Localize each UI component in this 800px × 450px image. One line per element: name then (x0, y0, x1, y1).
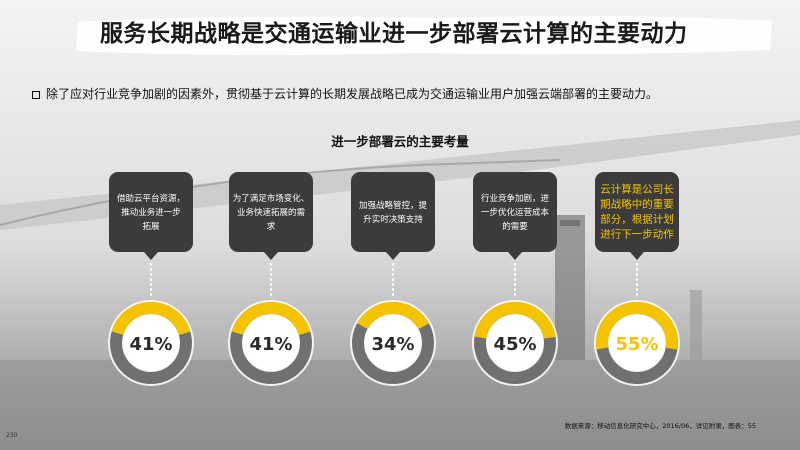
card-pointer (630, 252, 644, 260)
intro-paragraph: 除了应对行业竞争加剧的因素外，贯彻基于云计算的长期发展战略已成为交通运输业用户加… (32, 86, 792, 102)
reason-card (473, 172, 557, 252)
square-bullet-icon (32, 91, 40, 99)
donut-inner-disc (609, 315, 665, 371)
reason-card-text: 升实时决策支持 (363, 214, 423, 225)
reason-card (351, 172, 435, 252)
reason-card-text: 求 (267, 221, 276, 232)
reason-card-text: 业务快速拓展的需 (237, 207, 305, 218)
reason-card-text: 的需要 (502, 221, 528, 232)
percentage-label: 34% (371, 334, 414, 355)
donut-inner-disc (243, 315, 299, 371)
donut-inner-disc (487, 315, 543, 371)
chart-title: 进一步部署云的主要考量 (331, 134, 469, 149)
card-pointer (264, 252, 278, 260)
donut-value-arc (352, 302, 434, 384)
reason-card-text: 加强战略管控，提 (359, 200, 428, 211)
intro-text: 除了应对行业竞争加剧的因素外，贯彻基于云计算的长期发展战略已成为交通运输业用户加… (46, 87, 659, 101)
reason-card (109, 172, 193, 252)
reason-card-text: 行业竞争加剧，进 (481, 193, 550, 204)
reason-card (595, 172, 679, 252)
reason-card (229, 172, 313, 252)
reason-card-text: 部分，根据计划 (600, 213, 674, 226)
donut-inner-disc (365, 315, 421, 371)
card-pointer (508, 252, 522, 260)
card-pointer (386, 252, 400, 260)
card-pointer (144, 252, 158, 260)
reason-card-text: 云计算是公司长 (600, 183, 674, 196)
percentage-label: 45% (493, 334, 536, 355)
reason-card-text: 为了满足市场变化、 (233, 193, 310, 204)
page-number: 230 (6, 432, 18, 439)
title-brush-stroke (76, 16, 772, 56)
percentage-label: 55% (615, 334, 658, 355)
data-source-note: 数据来源：移动信息化研究中心，2016/06，详见附录，图表：55 (564, 422, 756, 430)
reason-card-text: 拓展 (142, 221, 160, 232)
reason-card-text: 借助云平台资源， (117, 193, 185, 204)
reason-card-text: 一步优化运营成本 (481, 207, 550, 218)
percentage-label: 41% (249, 334, 292, 355)
reason-card-text: 进行下一步动作 (600, 228, 674, 241)
page-title: 服务长期战略是交通运输业进一步部署云计算的主要动力 (100, 21, 688, 47)
reason-card-text: 期战略中的重要 (600, 198, 674, 211)
donut-value-arc (230, 302, 312, 384)
percentage-label: 41% (129, 334, 172, 355)
donut-value-arc (474, 302, 556, 384)
donut-inner-disc (123, 315, 179, 371)
reason-card-text: 推动业务进一步 (121, 207, 181, 218)
